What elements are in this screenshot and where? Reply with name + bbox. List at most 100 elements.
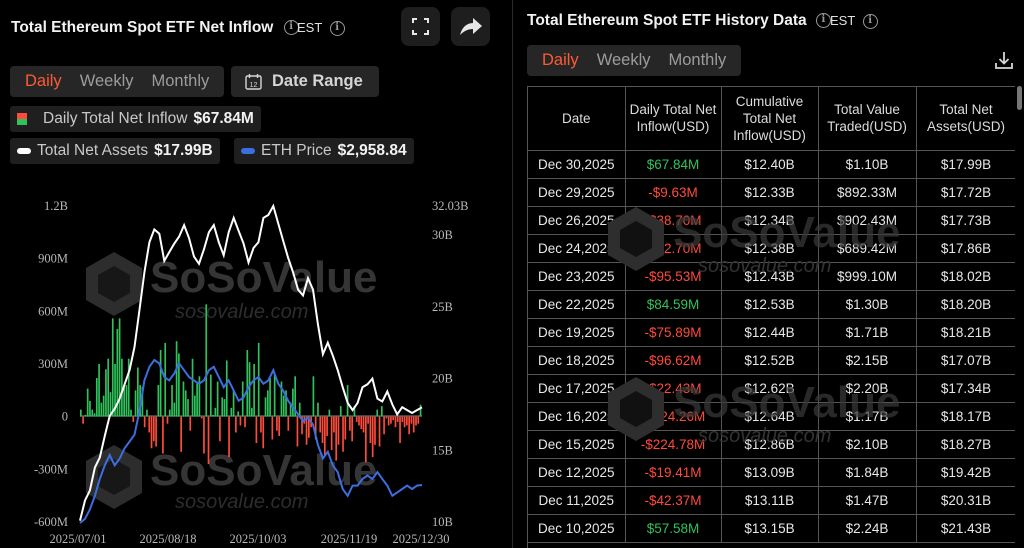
table-row[interactable]: Dec 23,2025 -$95.53M $12.43B $999.10M $18.02… bbox=[528, 262, 1015, 291]
inflow-bar bbox=[294, 376, 296, 417]
inflow-bar bbox=[355, 416, 358, 422]
date-range-label: Date Range bbox=[272, 72, 363, 90]
table-row[interactable]: Dec 30,2025 $67.84M $12.40B $1.10B $17.99B bbox=[528, 150, 1015, 179]
legend-total-net-assets[interactable]: Total Net Assets $17.99B bbox=[10, 138, 220, 164]
inflow-bar bbox=[278, 416, 281, 436]
inflow-bar bbox=[246, 349, 249, 417]
inflow-bar bbox=[415, 416, 417, 426]
fullscreen-button[interactable] bbox=[401, 7, 440, 46]
inflow-bar bbox=[123, 385, 125, 417]
info-icon[interactable]: i bbox=[283, 20, 299, 36]
table-row[interactable]: Dec 22,2025 $84.59M $12.53B $1.30B $18.20B bbox=[528, 290, 1015, 319]
cell-date: Dec 12,2025 bbox=[528, 458, 626, 487]
cell-inflow: -$22.43M bbox=[625, 374, 722, 403]
calendar-icon-text: 12 bbox=[250, 82, 258, 89]
table-row[interactable]: Dec 10,2025 $57.58M $13.15B $2.24B $21.43B bbox=[528, 514, 1015, 543]
table-row[interactable]: Dec 19,2025 -$75.89M $12.44B $1.71B $18.21B bbox=[528, 318, 1015, 347]
cell-traded: $689.42M bbox=[818, 234, 917, 263]
left-axis-tick: -600M bbox=[34, 515, 68, 529]
inflow-bar bbox=[271, 416, 274, 440]
x-axis-tick: 2025/12/30 bbox=[393, 532, 450, 546]
inflow-chart[interactable]: SoSoValue sosovalue.com SoSoValue sosova… bbox=[0, 190, 510, 548]
legend-eth-price[interactable]: ETH Price $2,958.84 bbox=[234, 138, 414, 164]
cell-traded: $1.71B bbox=[818, 318, 917, 347]
column-header-cumulative[interactable]: Cumulative Total Net Inflow(USD) bbox=[721, 87, 819, 151]
inflow-bar bbox=[221, 397, 224, 417]
inflow-bar bbox=[367, 416, 369, 424]
right-timezone: EST i bbox=[830, 13, 878, 30]
share-button[interactable] bbox=[451, 7, 490, 46]
panel-divider bbox=[512, 0, 513, 548]
inflow-bar bbox=[121, 358, 123, 417]
cell-traded: $999.10M bbox=[818, 262, 917, 291]
info-icon[interactable]: i bbox=[815, 13, 831, 29]
cell-inflow: $57.58M bbox=[625, 514, 722, 543]
history-table-container[interactable]: Date Daily Total Net Inflow(USD) Cumulat… bbox=[527, 86, 1015, 548]
cell-assets: $19.42B bbox=[916, 458, 1015, 487]
inflow-bar bbox=[237, 411, 239, 417]
cell-cumulative: $12.34B bbox=[721, 206, 819, 235]
inflow-bar bbox=[330, 416, 333, 451]
inflow-bar bbox=[369, 416, 372, 443]
watermark-brand: SoSoValue bbox=[150, 446, 377, 495]
inflow-bar bbox=[84, 414, 87, 417]
table-row[interactable]: Dec 29,2025 -$9.63M $12.33B $892.33M $17.72B bbox=[528, 178, 1015, 207]
tab-daily[interactable]: Daily bbox=[25, 72, 62, 90]
cell-assets: $18.17B bbox=[916, 402, 1015, 431]
inflow-bar bbox=[164, 342, 167, 417]
inflow-bar bbox=[319, 416, 322, 433]
inflow-bar bbox=[266, 390, 269, 417]
table-row[interactable]: Dec 16,2025 -$224.26M $12.64B $1.17B $18.17B bbox=[528, 402, 1015, 431]
inflow-bar bbox=[380, 406, 383, 417]
column-header-date[interactable]: Date bbox=[528, 87, 626, 151]
download-icon[interactable] bbox=[993, 49, 1015, 71]
table-row[interactable]: Dec 18,2025 -$96.62M $12.52B $2.15B $17.07B bbox=[528, 346, 1015, 375]
table-row[interactable]: Dec 15,2025 -$224.78M $12.86B $2.10B $18.27B bbox=[528, 430, 1015, 459]
table-row[interactable]: Dec 11,2025 -$42.37M $13.11B $1.47B $20.31B bbox=[528, 486, 1015, 515]
inflow-bar bbox=[289, 402, 292, 417]
table-row[interactable]: Dec 12,2025 -$19.41M $13.09B $1.84B $19.42B bbox=[528, 458, 1015, 487]
inflow-bar bbox=[323, 416, 326, 456]
inflow-bar bbox=[184, 390, 187, 417]
tab-monthly[interactable]: Monthly bbox=[668, 51, 727, 69]
column-header-net-assets[interactable]: Total Net Assets(USD) bbox=[916, 87, 1015, 151]
cell-inflow: -$75.89M bbox=[625, 318, 722, 347]
right-axis-tick: 30B bbox=[432, 228, 453, 242]
tab-weekly[interactable]: Weekly bbox=[79, 72, 134, 90]
info-icon[interactable]: i bbox=[862, 14, 878, 30]
tab-monthly[interactable]: Monthly bbox=[151, 72, 210, 90]
table-row[interactable]: Dec 26,2025 -$38.70M $12.34B $902.43M $17.73… bbox=[528, 206, 1015, 235]
tab-weekly[interactable]: Weekly bbox=[596, 51, 651, 69]
column-header-daily-inflow[interactable]: Daily Total Net Inflow(USD) bbox=[625, 87, 722, 151]
inflow-bar bbox=[209, 374, 212, 417]
cell-date: Dec 30,2025 bbox=[528, 150, 626, 179]
inflow-bar bbox=[146, 409, 148, 417]
cell-cumulative: $12.62B bbox=[721, 374, 819, 403]
watermark-url: sosovalue.com bbox=[175, 491, 308, 513]
inflow-bar bbox=[351, 416, 353, 442]
table-row[interactable]: Dec 17,2025 -$22.43M $12.62B $2.20B $17.34B bbox=[528, 374, 1015, 403]
table-scrollbar[interactable] bbox=[1017, 86, 1022, 110]
inflow-bar bbox=[385, 416, 388, 419]
calendar-icon: 12 bbox=[245, 74, 262, 90]
inflow-bar bbox=[155, 416, 157, 447]
legend-daily-inflow[interactable]: Daily Total Net Inflow $67.84M bbox=[10, 106, 261, 132]
cell-assets: $20.31B bbox=[916, 486, 1015, 515]
inflow-bar bbox=[235, 416, 237, 433]
inflow-bar bbox=[196, 383, 198, 417]
inflow-bar bbox=[399, 416, 401, 443]
inflow-bar bbox=[214, 407, 217, 417]
inflow-bar bbox=[189, 416, 192, 431]
info-icon[interactable]: i bbox=[329, 21, 345, 37]
tab-daily[interactable]: Daily bbox=[542, 51, 579, 69]
inflow-bar bbox=[396, 416, 399, 422]
inflow-bar bbox=[80, 409, 82, 417]
inflow-bar bbox=[335, 416, 338, 461]
cell-date: Dec 11,2025 bbox=[528, 486, 626, 515]
table-row[interactable]: Dec 24,2025 -$52.70M $12.38B $689.42M $17.86… bbox=[528, 234, 1015, 263]
column-header-value-traded[interactable]: Total Value Traded(USD) bbox=[818, 87, 917, 151]
date-range-button[interactable]: 12 Date Range bbox=[231, 66, 379, 97]
inflow-bar bbox=[228, 416, 230, 458]
inflow-bar bbox=[82, 416, 84, 424]
left-axis-tick: -300M bbox=[34, 462, 68, 476]
